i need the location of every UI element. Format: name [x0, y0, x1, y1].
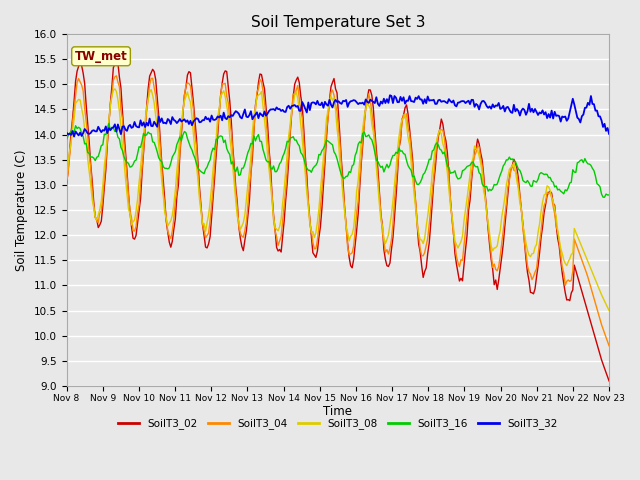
Text: TW_met: TW_met [75, 50, 127, 63]
X-axis label: Time: Time [323, 406, 352, 419]
Title: Soil Temperature Set 3: Soil Temperature Set 3 [250, 15, 425, 30]
Legend: SoilT3_02, SoilT3_04, SoilT3_08, SoilT3_16, SoilT3_32: SoilT3_02, SoilT3_04, SoilT3_08, SoilT3_… [114, 414, 561, 433]
Y-axis label: Soil Temperature (C): Soil Temperature (C) [15, 149, 28, 271]
